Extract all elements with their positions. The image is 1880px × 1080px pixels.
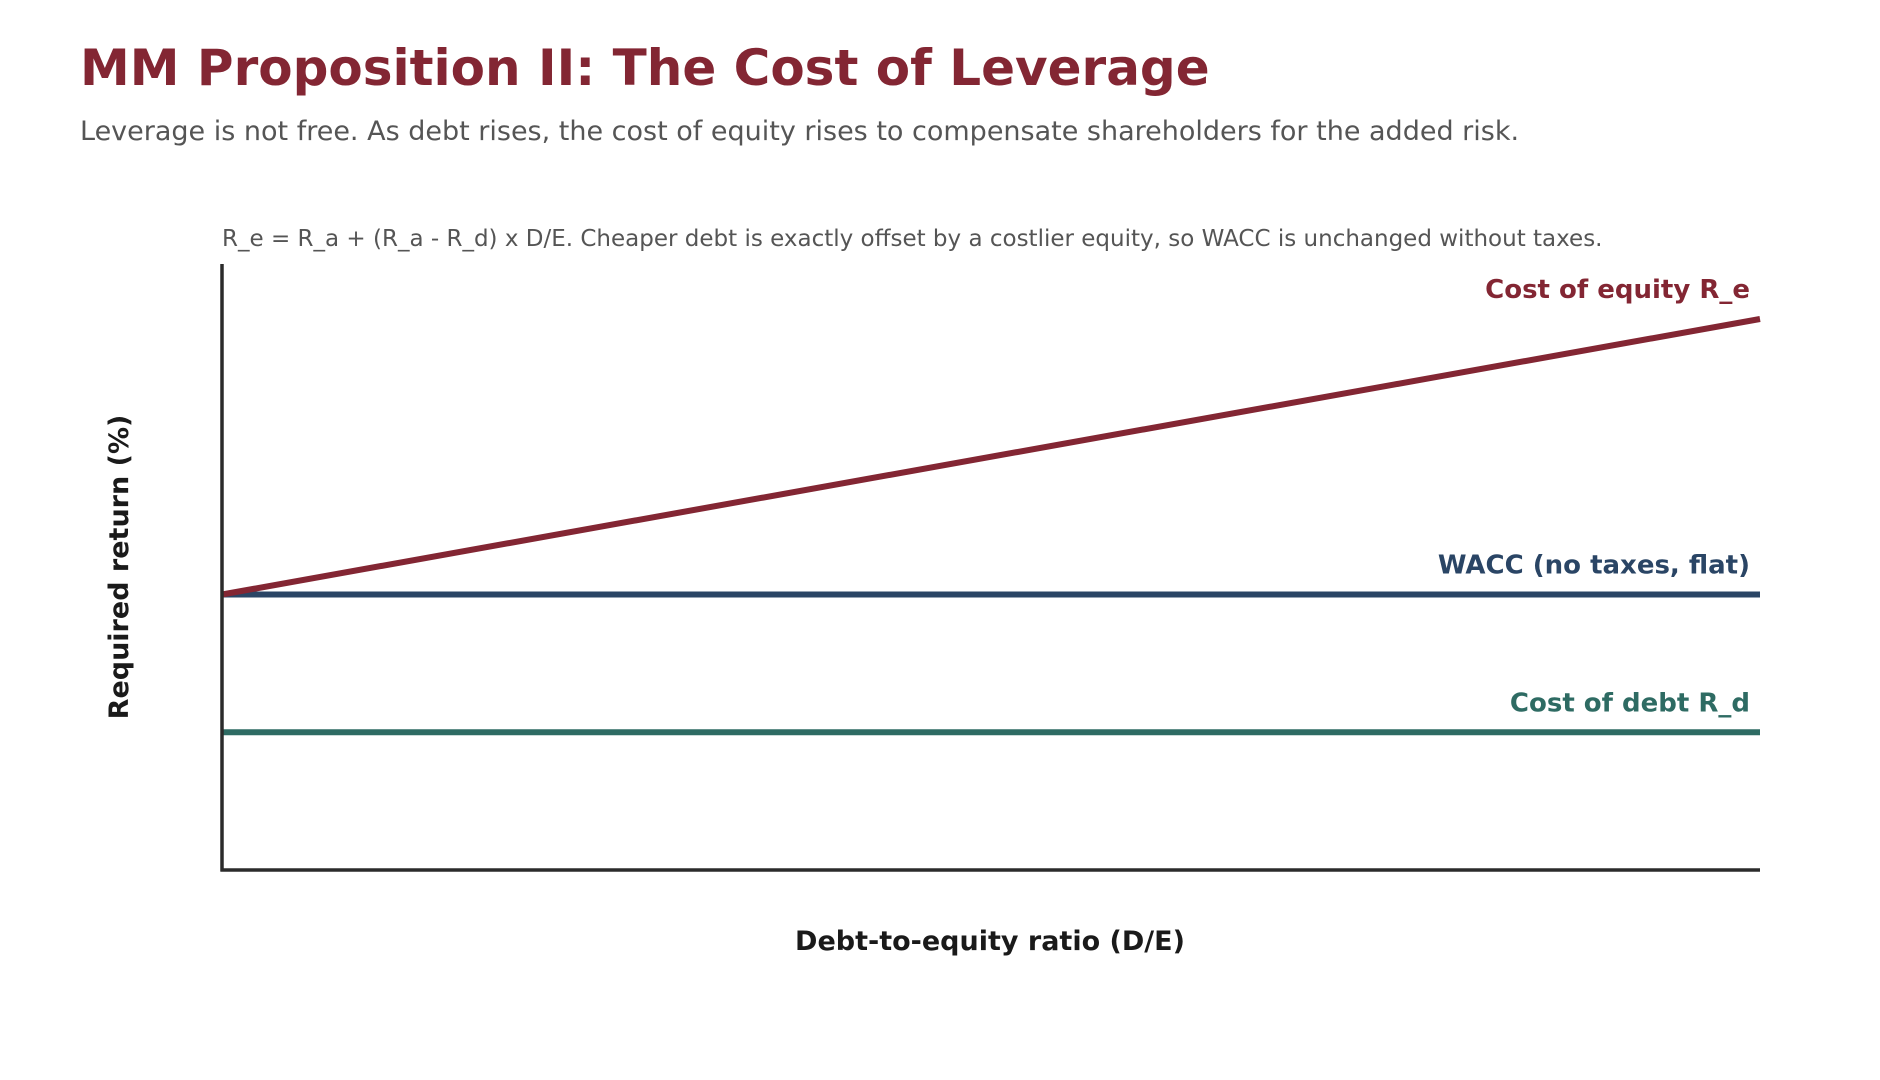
y-axis-label: Required return (%): [104, 415, 135, 720]
series-line-cost-of-equity-r-e: [221, 316, 1761, 598]
series-label-cost-of-equity-r-e: Cost of equity R_e: [1485, 275, 1750, 305]
formula-annotation: R_e = R_a + (R_a - R_d) x D/E. Cheaper d…: [222, 226, 1602, 252]
series-label-wacc-no-taxes-flat: WACC (no taxes, flat): [1438, 551, 1750, 581]
series-lines: [221, 316, 1761, 736]
series-labels: WACC (no taxes, flat) Cost of debt R_d Cos…: [1438, 275, 1750, 718]
series-label-cost-of-debt-r-d: Cost of debt R_d: [1510, 688, 1750, 718]
chart-title: MM Proposition II: The Cost of Leverage: [80, 39, 1210, 97]
x-axis-label: Debt-to-equity ratio (D/E): [795, 926, 1185, 957]
chart-subtitle: Leverage is not free. As debt rises, the…: [80, 116, 1519, 147]
